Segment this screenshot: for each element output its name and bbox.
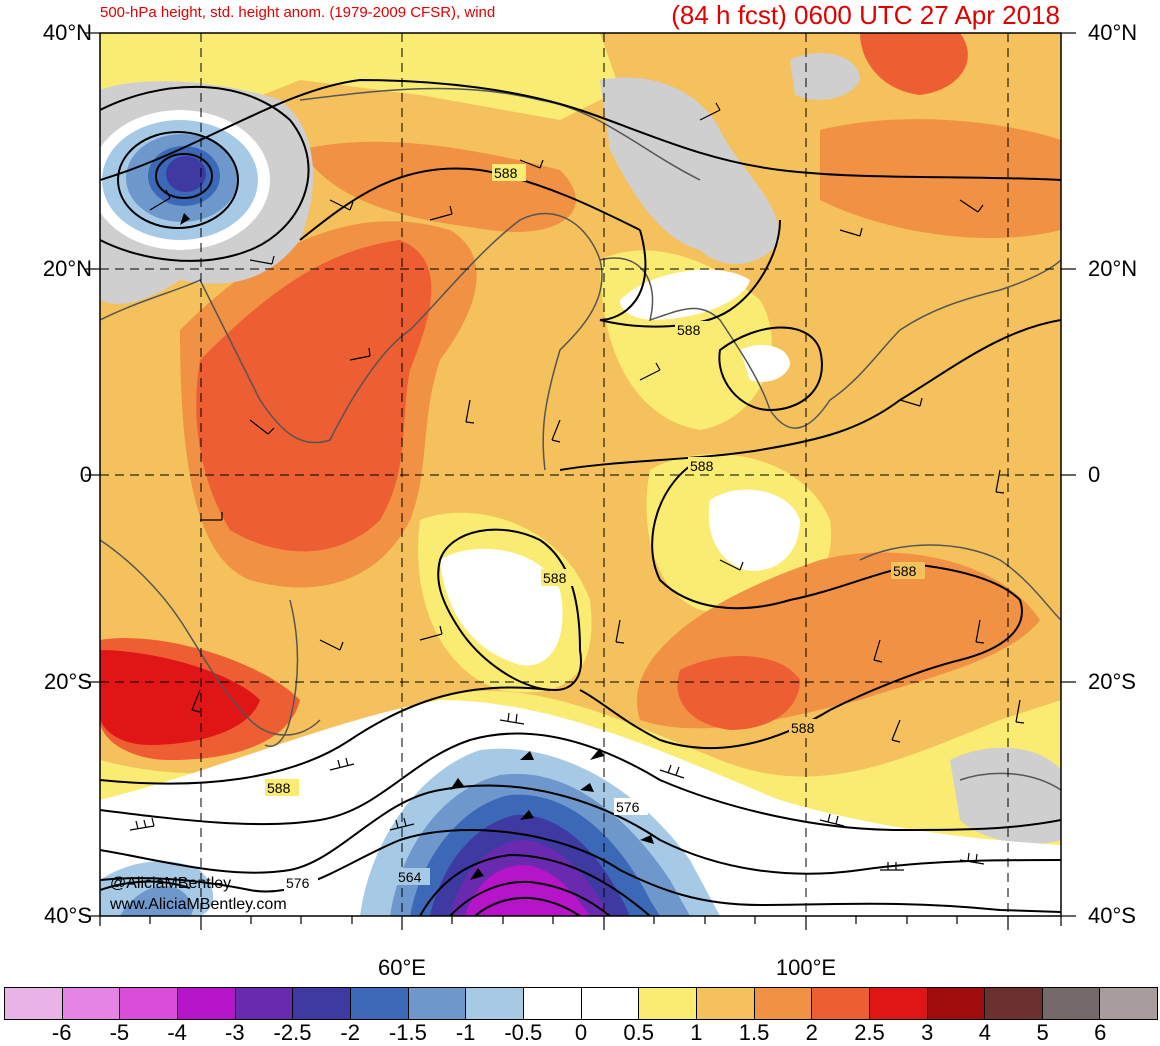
colorbar-label: -0.5 [504, 1020, 543, 1045]
colorbar-swatch [696, 988, 755, 1019]
colorbar-label: -5 [109, 1020, 130, 1045]
colorbar-label: -4 [167, 1020, 187, 1045]
forecast-valid-time: (84 h fcst) 0600 UTC 27 Apr 2018 [671, 0, 1060, 30]
lat-label-20n-left: 20°N [42, 256, 92, 281]
colorbar-swatch [523, 988, 582, 1019]
contour-label: 588 [893, 563, 917, 579]
colorbar-swatch [235, 988, 294, 1019]
colorbar-label: -2.5 [273, 1020, 312, 1045]
colorbar-swatch [120, 988, 178, 1019]
credit-website: www.AliciaMBentley.com [109, 896, 287, 913]
lat-label-40s-left: 40°S [44, 903, 92, 928]
anomaly-field [100, 33, 1061, 916]
lon-label-60e: 60°E [378, 955, 426, 980]
colorbar-swatch [581, 988, 640, 1019]
colorbar-swatch [466, 988, 524, 1019]
colorbar-swatch [62, 988, 121, 1019]
colorbar-label: 0 [574, 1020, 588, 1045]
colorbar-label: -1 [455, 1020, 476, 1045]
colorbar-swatch [408, 988, 467, 1019]
colorbar-label: 2 [805, 1020, 818, 1045]
colorbar-label: -1.5 [388, 1020, 427, 1045]
colorbar-label: 6 [1094, 1020, 1107, 1045]
colorbar-label: 4 [978, 1020, 992, 1045]
contour-label: 588 [543, 570, 567, 586]
contour-label: 588 [791, 720, 815, 736]
colorbar-swatch [1042, 988, 1101, 1019]
colorbar-label: 0.5 [623, 1020, 654, 1045]
anomaly-colorbar [4, 987, 1158, 1020]
colorbar-label: -6 [51, 1020, 72, 1045]
colorbar-label: 5 [1036, 1020, 1049, 1045]
contour-label: 576 [616, 799, 640, 815]
colorbar-label: -2 [340, 1020, 360, 1045]
lat-label-eq-right: 0 [1088, 462, 1101, 487]
colorbar-swatch [812, 988, 870, 1019]
colorbar-swatch [1100, 988, 1158, 1019]
colorbar-label: -3 [225, 1020, 245, 1045]
lat-label-20s-left: 20°S [44, 669, 92, 694]
credit-handle: @AliciaMBentley [110, 875, 231, 892]
colorbar-swatch [5, 988, 63, 1019]
lon-label-100e: 100°E [775, 955, 837, 980]
colorbar-label: 1 [690, 1020, 703, 1045]
colorbar-swatch [927, 988, 986, 1019]
map-title: 500-hPa height, std. height anom. (1979-… [100, 4, 496, 21]
colorbar-label: 1.5 [738, 1020, 770, 1045]
contour-label: 588 [677, 322, 701, 338]
lat-label-20n-right: 20°N [1088, 256, 1138, 281]
lat-label-40n-right: 40°N [1088, 20, 1138, 45]
colorbar-label: 3 [921, 1020, 934, 1045]
lat-label-40n-left: 40°N [42, 20, 92, 45]
colorbar-swatch [985, 988, 1043, 1019]
lat-label-40s-right: 40°S [1088, 903, 1136, 928]
contour-label: 564 [398, 869, 422, 885]
colorbar-swatch [754, 988, 813, 1019]
colorbar-swatch [869, 988, 928, 1019]
colorbar-swatch [177, 988, 236, 1019]
colorbar-label: 2.5 [854, 1020, 885, 1045]
lat-label-eq-left: 0 [79, 462, 92, 487]
colorbar-swatch [350, 988, 409, 1019]
contour-label: 576 [286, 875, 310, 891]
colorbar-swatch [639, 988, 697, 1019]
colorbar-swatch [293, 988, 351, 1019]
contour-label: 588 [267, 780, 291, 796]
contour-label: 588 [690, 458, 714, 474]
contour-label: 588 [494, 165, 518, 181]
lat-label-20s-right: 20°S [1088, 669, 1136, 694]
